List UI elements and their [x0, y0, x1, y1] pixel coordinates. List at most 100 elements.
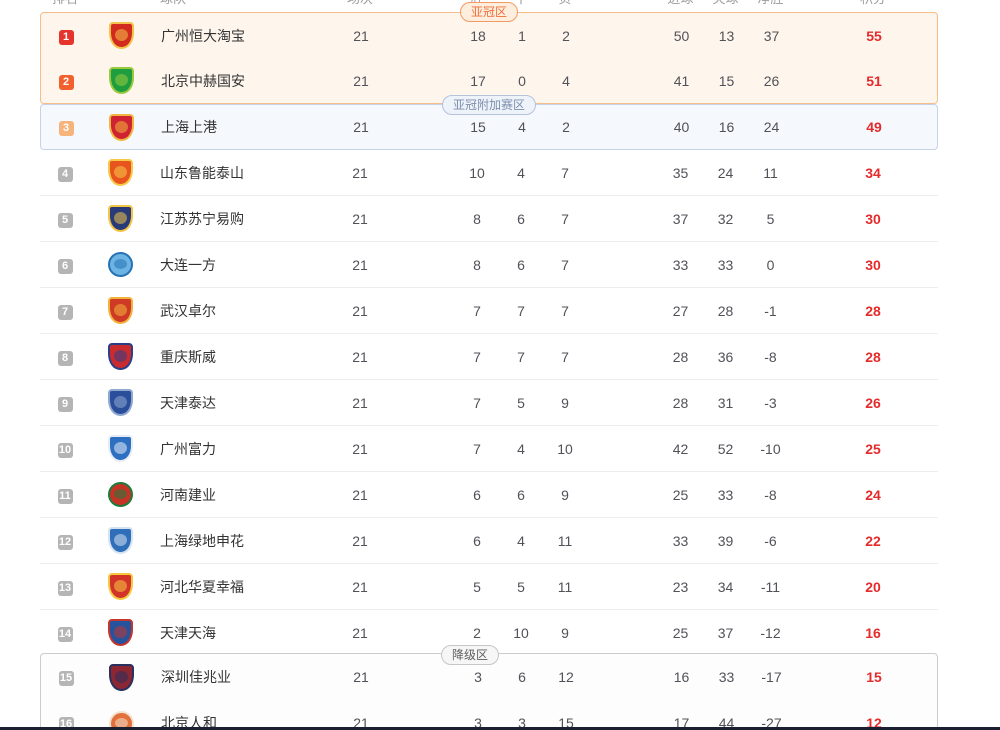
team-name: 大连一方: [160, 256, 216, 273]
cell-points: 49: [866, 119, 882, 135]
cell-gf: 33: [672, 532, 689, 549]
cell-ga: 33: [717, 256, 734, 273]
cell-played: 21: [352, 532, 368, 549]
cell-win: 7: [473, 440, 481, 457]
team-name: 上海绿地申花: [160, 532, 244, 549]
team-row[interactable]: 13 河北华夏幸福 21 5 5 11 23 34 -11 20: [40, 564, 938, 610]
cell-loss: 9: [561, 486, 569, 503]
cell-draw: 4: [518, 119, 526, 135]
team-logo-icon: [107, 343, 133, 370]
zone-relegation-badge: 降级区: [440, 645, 500, 665]
cell-gf: 37: [672, 210, 689, 227]
cell-gd: 26: [763, 72, 780, 89]
cell-ga: 31: [717, 394, 734, 411]
cell-gd: 37: [763, 27, 780, 44]
cell-played: 21: [352, 164, 368, 181]
team-row[interactable]: 2 北京中赫国安 21 17 0 4 41 15 26 51: [41, 58, 937, 103]
cell-played: 21: [353, 72, 369, 89]
cell-ga: 52: [717, 440, 734, 457]
team-row[interactable]: 12 上海绿地申花 21 6 4 11 33 39 -6 22: [40, 518, 938, 564]
cell-gd: 24: [763, 119, 780, 135]
cell-draw: 6: [517, 210, 525, 227]
cell-draw: 0: [518, 72, 526, 89]
cell-draw: 6: [517, 256, 525, 273]
team-row[interactable]: 9 天津泰达 21 7 5 9 28 31 -3 26: [40, 380, 938, 426]
cell-loss: 9: [561, 624, 569, 641]
cell-loss: 12: [558, 669, 574, 685]
cell-gf: 27: [672, 302, 689, 319]
team-row[interactable]: 5 江苏苏宁易购 21 8 6 7 37 32 5 30: [40, 196, 938, 242]
rank-badge: 2: [58, 74, 74, 90]
team-name: 北京中赫国安: [161, 72, 245, 89]
team-name: 山东鲁能泰山: [160, 164, 244, 181]
cell-ga: 16: [718, 119, 735, 135]
zone-playoff-rows: 3 上海上港 21 15 4 2 40 16 24 49: [41, 105, 937, 149]
rank-badge: 5: [57, 212, 73, 228]
team-logo-icon: [107, 297, 133, 324]
zone-relegation-rows: 15 深圳佳兆业 21 3 6 12 16 33 -17 15 16 北京人和 …: [41, 654, 937, 730]
team-row[interactable]: 14 天津天海 21 2 10 9 25 37 -12 16: [40, 610, 938, 655]
team-logo-icon: [107, 619, 133, 646]
cell-points: 30: [865, 210, 881, 227]
cell-ga: 15: [718, 72, 735, 89]
cell-draw: 6: [517, 486, 525, 503]
rank-badge: 11: [57, 488, 73, 504]
zone-relegation-box: 降级区 15 深圳佳兆业 21 3 6 12 16 33 -17 15 16 北…: [40, 645, 938, 730]
team-row[interactable]: 1 广州恒大淘宝 21 18 1 2 50 13 37 55: [41, 13, 937, 58]
cell-draw: 5: [517, 578, 525, 595]
cell-win: 17: [470, 72, 486, 89]
cell-points: 26: [865, 394, 881, 411]
rank-badge: 15: [58, 671, 74, 686]
cell-gd: -11: [760, 578, 781, 595]
cell-draw: 4: [517, 440, 525, 457]
cell-played: 21: [353, 715, 369, 730]
team-row[interactable]: 15 深圳佳兆业 21 3 6 12 16 33 -17 15: [41, 654, 937, 700]
team-logo-icon: [108, 67, 134, 94]
rank-badge: 9: [57, 396, 73, 412]
cell-gf: 35: [672, 164, 689, 181]
team-row[interactable]: 6 大连一方 21 8 6 7 33 33 0 30: [40, 242, 938, 288]
rank-badge: 3: [58, 121, 74, 136]
cell-win: 15: [470, 119, 486, 135]
cell-win: 5: [473, 578, 481, 595]
cell-points: 20: [865, 578, 881, 595]
col-points: 积分: [843, 0, 903, 7]
cell-points: 28: [865, 302, 881, 319]
cell-loss: 7: [561, 348, 569, 365]
team-row[interactable]: 7 武汉卓尔 21 7 7 7 27 28 -1 28: [40, 288, 938, 334]
mid-table-rows: 4 山东鲁能泰山 21 10 4 7 35 24 11 34 5 江苏苏宁易购 …: [40, 150, 938, 655]
team-row[interactable]: 11 河南建业 21 6 6 9 25 33 -8 24: [40, 472, 938, 518]
cell-played: 21: [352, 348, 368, 365]
zone-acl-box: 亚冠区 1 广州恒大淘宝 21 18 1 2 50 13 37 55 2 北京中…: [40, 2, 938, 104]
team-row[interactable]: 16 北京人和 21 3 3 15 17 44 -27 12: [41, 700, 937, 730]
col-draw: 平: [499, 0, 543, 7]
team-name: 武汉卓尔: [160, 302, 216, 319]
cell-draw: 4: [517, 164, 525, 181]
cell-played: 21: [352, 210, 368, 227]
cell-points: 51: [866, 72, 882, 89]
team-logo-icon: [107, 205, 133, 232]
cell-draw: 7: [517, 348, 525, 365]
cell-draw: 5: [517, 394, 525, 411]
team-logo-icon: [107, 435, 133, 462]
cell-gf: 41: [673, 72, 690, 89]
cell-played: 21: [352, 624, 368, 641]
cell-loss: 15: [558, 715, 574, 730]
team-logo-icon: [108, 663, 134, 691]
cell-points: 15: [866, 669, 882, 685]
col-loss: 负: [543, 0, 587, 7]
team-logo-icon: [107, 527, 133, 554]
rank-badge: 6: [57, 258, 73, 274]
team-row[interactable]: 3 上海上港 21 15 4 2 40 16 24 49: [41, 105, 937, 149]
cell-draw: 4: [517, 532, 525, 549]
team-row[interactable]: 4 山东鲁能泰山 21 10 4 7 35 24 11 34: [40, 150, 938, 196]
cell-gd: -10: [760, 440, 781, 457]
cell-ga: 32: [717, 210, 734, 227]
team-row[interactable]: 8 重庆斯威 21 7 7 7 28 36 -8 28: [40, 334, 938, 380]
cell-loss: 11: [557, 578, 573, 595]
cell-draw: 7: [517, 302, 525, 319]
cell-loss: 2: [562, 27, 570, 44]
team-row[interactable]: 10 广州富力 21 7 4 10 42 52 -10 25: [40, 426, 938, 472]
cell-points: 55: [866, 27, 882, 44]
